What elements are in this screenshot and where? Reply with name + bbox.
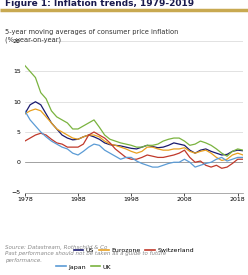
Text: Source: Datastream, Rothschild & Co
Past performance should not be taken as a gu: Source: Datastream, Rothschild & Co Past…	[5, 245, 166, 263]
Legend: Japan, UK: Japan, UK	[56, 264, 111, 270]
Text: 5-year moving averages of consumer price inflation
(% year-on-year): 5-year moving averages of consumer price…	[5, 29, 178, 43]
Text: Figure 1: Inflation trends, 1979-2019: Figure 1: Inflation trends, 1979-2019	[5, 0, 194, 8]
